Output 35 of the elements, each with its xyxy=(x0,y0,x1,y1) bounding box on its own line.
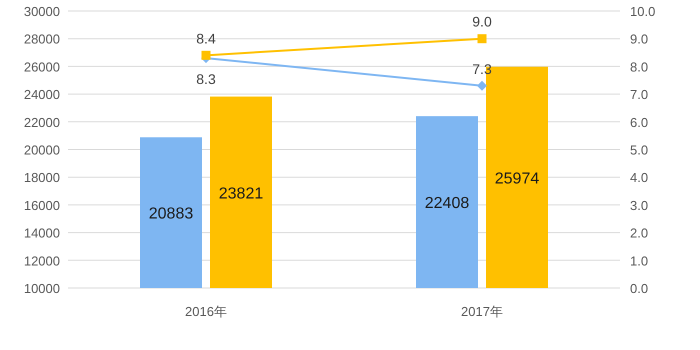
y-tick-label: 22000 xyxy=(24,114,60,130)
data-label: 25974 xyxy=(494,170,540,188)
y-tick-label: 24000 xyxy=(24,87,60,102)
data-label: 23821 xyxy=(218,185,264,202)
data-label: 8.3 xyxy=(196,71,216,88)
point xyxy=(477,80,487,91)
y-tick-label: 26000 xyxy=(24,59,60,74)
y2-tick-label: 1.0 xyxy=(630,253,648,268)
x-tick-label: 2017年 xyxy=(461,304,503,319)
y-tick-label: 30000 xyxy=(24,4,60,19)
point xyxy=(202,50,210,60)
y2-tick-label: 4.0 xyxy=(630,170,648,186)
y2-tick-label: 10.0 xyxy=(630,4,656,19)
y2-tick-label: 7.0 xyxy=(630,87,648,102)
y-tick-label: 18000 xyxy=(24,170,60,186)
y2-tick-label: 6.0 xyxy=(630,114,648,130)
data-label: 8.4 xyxy=(196,30,216,46)
x-tick-label: 2016年 xyxy=(185,304,227,319)
data-label: 9.0 xyxy=(472,14,492,30)
data-label: 20883 xyxy=(148,206,194,223)
y2-tick-label: 5.0 xyxy=(630,142,648,158)
y2-tick-label: 3.0 xyxy=(630,198,648,213)
data-label: 7.3 xyxy=(472,60,492,77)
y-tick-label: 12000 xyxy=(24,253,60,268)
y2-tick-label: 9.0 xyxy=(630,32,648,47)
y2-tick-label: 8.0 xyxy=(630,59,648,74)
data-label: 22408 xyxy=(424,195,470,212)
y-tick-label: 10000 xyxy=(24,281,60,296)
y2-tick-label: 2.0 xyxy=(630,226,648,241)
point xyxy=(478,34,486,44)
y2-tick-label: 0.0 xyxy=(630,281,648,296)
y-tick-label: 14000 xyxy=(24,226,60,241)
y-tick-label: 16000 xyxy=(24,198,60,213)
y-tick-label: 28000 xyxy=(24,32,60,47)
y-tick-label: 20000 xyxy=(24,142,60,158)
